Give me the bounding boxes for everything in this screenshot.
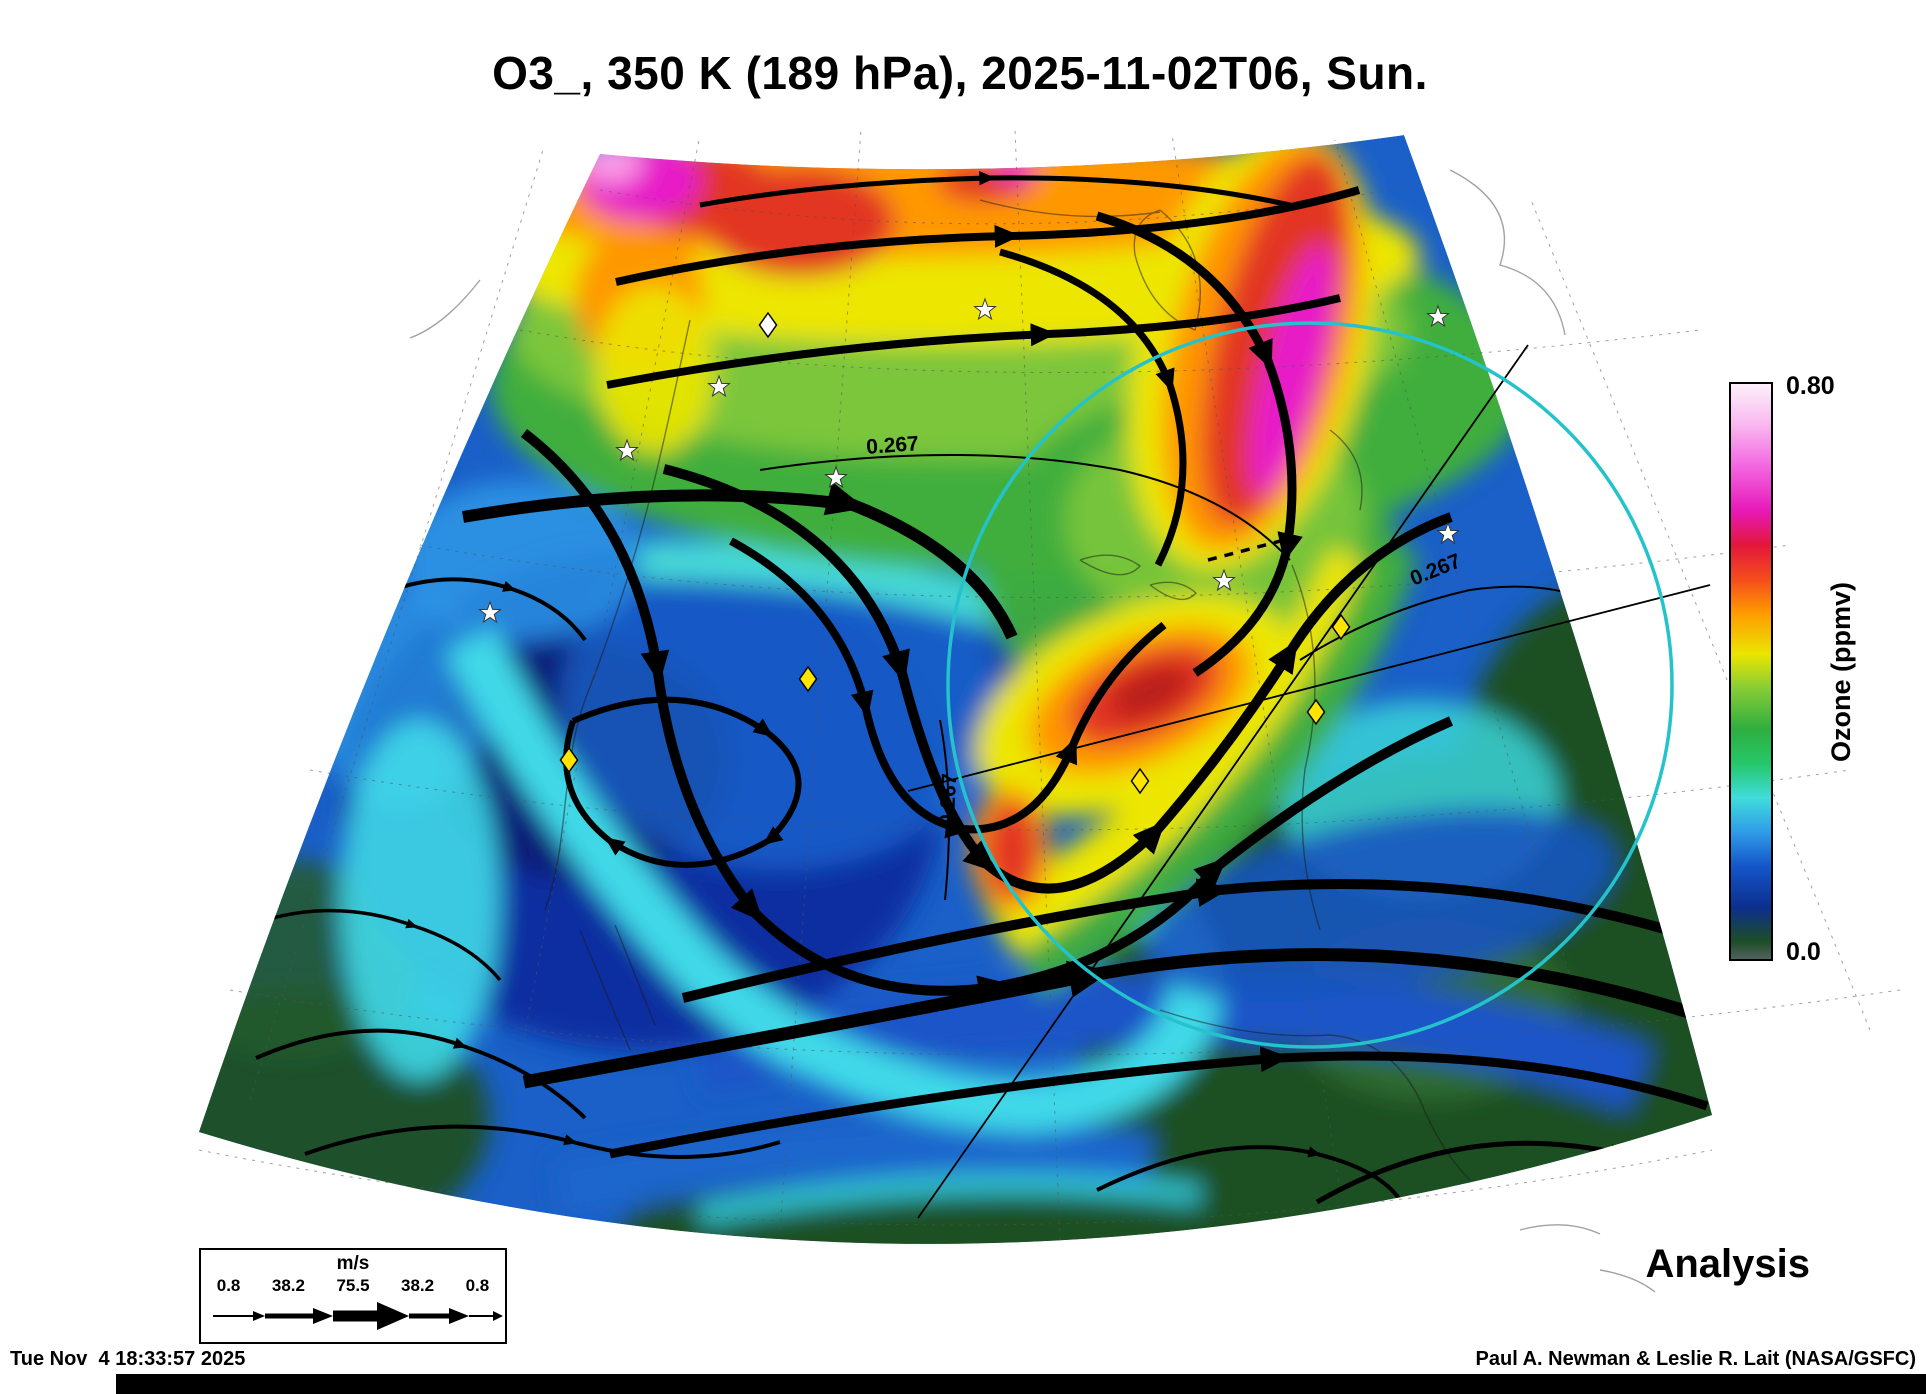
colorbar-max-label: 0.80 (1786, 372, 1835, 400)
plot-title: O3_, 350 K (189 hPa), 2025-11-02T06, Sun… (492, 47, 1428, 99)
contour-label: 0.267 (936, 773, 962, 827)
coastlines (544, 199, 1471, 1181)
wind-legend-units: m/s (336, 1253, 370, 1274)
colorbar (1729, 382, 1773, 961)
colorbar-min-label: 0.0 (1786, 938, 1821, 966)
wind-streamlines (218, 170, 1709, 1244)
dashed-segment (1207, 536, 1293, 562)
contour-label: 0.267 (866, 432, 920, 459)
footer-bar (116, 1374, 1926, 1394)
wind-speed-legend: m/s 0.8 38.2 75.5 38.2 0.8 (199, 1248, 507, 1344)
colorbar-title: Ozone (ppmv) (1825, 581, 1856, 762)
analysis-label: Analysis (1645, 1242, 1810, 1286)
cross-section-lines (907, 344, 1711, 1219)
footer-credit: Paul A. Newman & Leslie R. Lait (NASA/GS… (1475, 1348, 1916, 1370)
cross-section-line-2 (907, 584, 1711, 792)
wind-speed-tick: 0.8 (216, 1276, 241, 1295)
wind-speed-tick: 75.5 (336, 1276, 370, 1295)
ozone-field (199, 135, 1712, 1244)
wind-speed-tick: 38.2 (271, 1276, 305, 1295)
wind-speed-tick: 0.8 (465, 1276, 490, 1295)
footer-timestamp: Tue Nov 4 18:33:57 2025 (10, 1348, 246, 1370)
wind-legend-values: 0.8 38.2 75.5 38.2 0.8 (201, 1276, 505, 1296)
coastlines-outside-domain (409, 169, 1656, 1293)
cross-section-line-1 (917, 344, 1529, 1219)
ozone-field-blobs (199, 135, 1712, 1244)
range-circle (946, 321, 1674, 1049)
colorbar-gradient (1731, 384, 1771, 959)
wind-speed-tick: 38.2 (401, 1276, 435, 1295)
wind-speed-arrows (213, 1302, 503, 1330)
